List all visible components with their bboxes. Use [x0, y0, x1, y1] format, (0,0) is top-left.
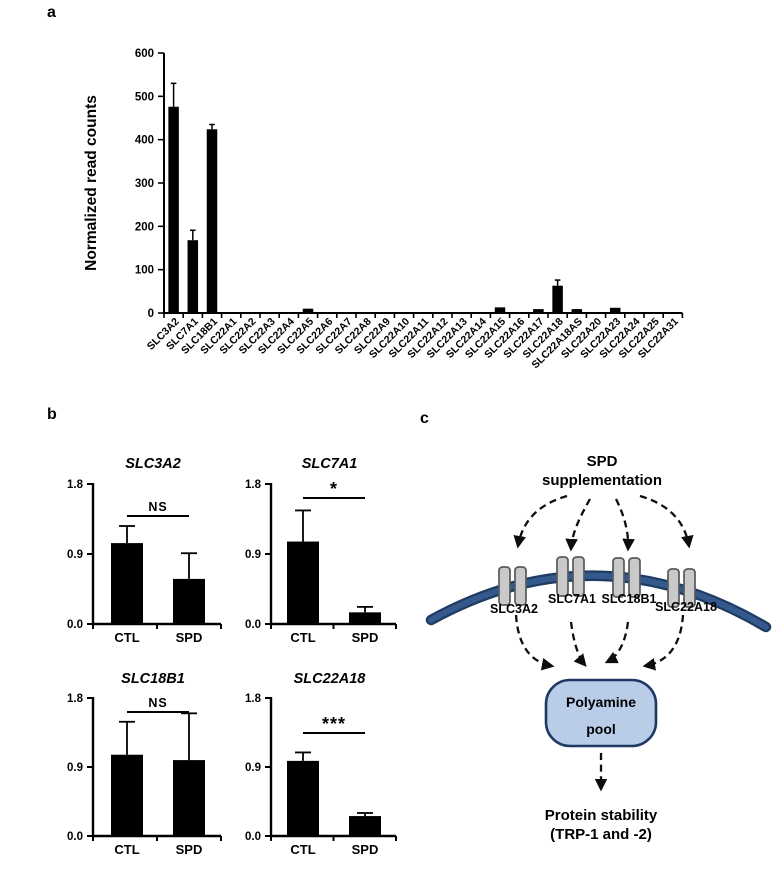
- panel-b-slc22a18-x-label-CTL: CTL: [290, 842, 315, 857]
- transporter-slc3a2: [498, 566, 527, 606]
- slc22a18-arrow-to-pool: [642, 614, 685, 671]
- panel-a-y-tick-label: 500: [135, 91, 154, 103]
- spd-arrow-to-slc7a1: [565, 498, 592, 552]
- panel-b-label: b: [47, 406, 57, 423]
- cell-membrane-core: [428, 572, 769, 630]
- bar-SLC22A5: [302, 308, 314, 313]
- protein-stability-label-line1: Protein stability: [545, 807, 658, 824]
- spd-arrow-to-slc18b1: [614, 498, 635, 552]
- bar-SLC7A1: [187, 240, 199, 313]
- transporter-to-pool-arrows: [514, 614, 685, 671]
- transporter-subunit: [683, 568, 696, 608]
- transporter-slc22a18: [667, 568, 696, 608]
- panel-b-slc7a1-bar-CTL: [287, 541, 319, 624]
- panel-a-y-tick-label: 0: [148, 308, 154, 320]
- transporter-label-slc7a1: SLC7A1: [548, 592, 596, 606]
- spd-arrow-to-slc22a18: [639, 494, 694, 549]
- panel-b-slc18b1-y-tick-label: 1.8: [67, 693, 84, 705]
- panel-b-slc22a18-significance-label: ***: [322, 714, 346, 734]
- panel-b-slc3a2-x-label-CTL: CTL: [114, 630, 139, 645]
- bar-SLC22A23: [609, 307, 621, 313]
- panel-b-slc22a18-bar-CTL: [287, 760, 319, 836]
- panel-a-chart: 0100200300400500600SLC3A2SLC7A1SLC18B1SL…: [83, 48, 684, 371]
- slc18b1-arrow-to-pool: [604, 621, 630, 664]
- panel-a-y-tick-label: 300: [135, 178, 154, 190]
- transporter-subunit: [572, 556, 585, 597]
- chart-title-panel-b-slc22a18: SLC22A18: [294, 671, 367, 687]
- panel-b-slc3a2-bar-SPD: [173, 578, 205, 624]
- panel-b-slc22a18-bar-SPD: [349, 816, 381, 836]
- bar-SLC22A18AS: [571, 309, 583, 313]
- panel-b-slc7a1-y-tick-label: 1.8: [245, 479, 262, 491]
- bar-SLC22A17: [533, 309, 544, 313]
- panel-b-slc7a1-bar-SPD: [349, 612, 381, 624]
- slc7a1-arrow-to-pool: [569, 621, 587, 667]
- bar-SLC3A2: [168, 106, 179, 313]
- panel-a-y-tick-label: 200: [135, 221, 154, 233]
- panel-b-slc18b1-bar-SPD: [173, 760, 205, 836]
- panel-b-slc7a1-y-tick-label: 0.9: [245, 549, 261, 561]
- panel-b-slc3a2-y-tick-label: 0.9: [67, 549, 83, 561]
- transporter-slc7a1: [556, 556, 585, 597]
- transporter-subunit: [667, 568, 680, 608]
- panel-b-slc22a18-y-tick-label: 0.0: [245, 831, 261, 843]
- polyamine-pool-label-line1: Polyamine: [566, 694, 636, 710]
- transporter-label-slc3a2: SLC3A2: [490, 602, 538, 616]
- chart-title-panel-b-slc7a1: SLC7A1: [302, 456, 358, 472]
- transporter-label-slc18b1: SLC18B1: [602, 592, 657, 606]
- panel-b-slc22a18-x-label-SPD: SPD: [352, 842, 379, 857]
- transporter-label-slc22a18: SLC22A18: [655, 600, 717, 614]
- spd-arrow-to-slc3a2: [513, 494, 568, 549]
- panel-b-slc22a18-y-tick-label: 1.8: [245, 693, 262, 705]
- panel-b-slc18b1-significance-label: NS: [148, 696, 167, 710]
- panel-b-slc3a2-y-tick-label: 0.0: [67, 619, 83, 631]
- panel-c-diagram: SPD supplementation: [425, 453, 772, 843]
- chart-title-panel-b-slc18b1: SLC18B1: [121, 671, 185, 687]
- protein-stability-label-line2: (TRP-1 and -2): [550, 826, 652, 843]
- panel-b-slc7a1-significance-label: *: [330, 479, 338, 499]
- panel-b-slc18b1-x-label-SPD: SPD: [176, 842, 203, 857]
- panel-b-charts: SLC3A2 0.0 0.9 1.8 CTL SPD NS SLC7A1 0.0 0.9 1.8 CT…: [67, 456, 397, 857]
- panel-b-slc3a2-significance-label: NS: [148, 500, 167, 514]
- slc3a2-arrow-to-pool: [514, 614, 555, 671]
- bar-SLC18B1: [206, 129, 218, 313]
- panel-b-slc7a1-x-label-CTL: CTL: [290, 630, 315, 645]
- transporter-subunit: [612, 557, 625, 598]
- transporter-subunit: [628, 557, 641, 598]
- panel-b-slc18b1-x-label-CTL: CTL: [114, 842, 139, 857]
- panel-b-slc18b1-y-tick-label: 0.0: [67, 831, 83, 843]
- panel-c-label: c: [420, 410, 429, 427]
- panel-b-slc7a1-x-label-SPD: SPD: [352, 630, 379, 645]
- bar-SLC22A18: [552, 285, 563, 313]
- panel-b-slc3a2-y-tick-label: 1.8: [67, 479, 84, 491]
- panel-b-slc18b1-y-tick-label: 0.9: [67, 762, 83, 774]
- panel-b-slc3a2-bar-CTL: [111, 543, 143, 624]
- bar-SLC22A15: [494, 307, 506, 313]
- transporter-subunit: [556, 556, 569, 597]
- panel-b-slc22a18-y-tick-label: 0.9: [245, 762, 261, 774]
- panel-a-y-tick-label: 100: [135, 265, 154, 277]
- transporter-slc18b1: [612, 557, 641, 598]
- panel-b-slc7a1-y-tick-label: 0.0: [245, 619, 261, 631]
- spd-supplementation-label-line1: SPD: [587, 453, 618, 470]
- spd-supplementation-label-line2: supplementation: [542, 472, 662, 489]
- transporter-subunit: [514, 566, 527, 606]
- panel-a-y-tick-label: 400: [135, 135, 154, 147]
- chart-title-panel-b-slc3a2: SLC3A2: [125, 456, 181, 472]
- transporter-subunit: [498, 566, 511, 606]
- panel-b-slc18b1-bar-CTL: [111, 754, 143, 836]
- panel-a-y-axis-title: Normalized read counts: [83, 95, 100, 271]
- panel-b-slc3a2-x-label-SPD: SPD: [176, 630, 203, 645]
- polyamine-pool-box: [544, 678, 658, 748]
- panel-a-label: a: [47, 4, 56, 21]
- panel-a-y-tick-label: 600: [135, 48, 154, 60]
- polyamine-pool-label-line2: pool: [586, 721, 616, 737]
- spd-to-transporter-arrows: [513, 494, 694, 552]
